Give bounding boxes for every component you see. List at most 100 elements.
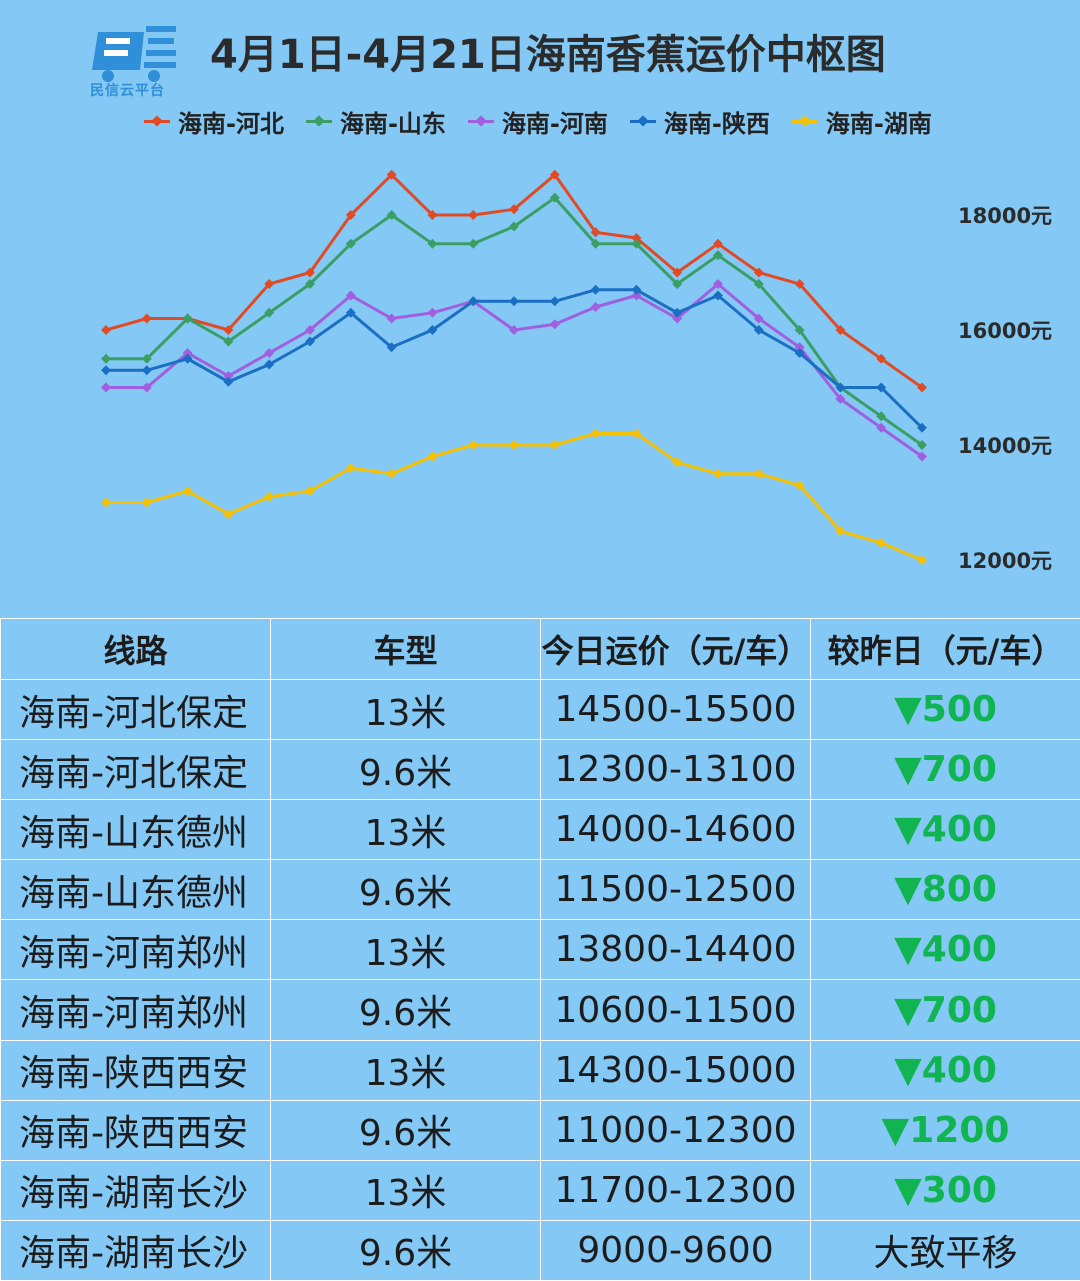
- data-point: [345, 463, 356, 473]
- data-point: [713, 468, 723, 479]
- data-point: [672, 267, 683, 278]
- y-tick-label: 16000元: [958, 319, 1052, 343]
- change-cell: ▼400: [810, 799, 1080, 861]
- data-point: [223, 336, 234, 347]
- price-cell: 14000-14600: [540, 799, 811, 861]
- data-point: [672, 307, 683, 318]
- route-cell: 海南-湖南长沙: [0, 1219, 271, 1281]
- data-point: [631, 284, 642, 295]
- price-cell: 14500-15500: [540, 678, 811, 741]
- y-tick-label: 12000元: [958, 549, 1052, 573]
- change-cell: ▼400: [810, 919, 1080, 981]
- data-point: [549, 169, 560, 180]
- data-point: [753, 468, 764, 479]
- data-point: [917, 451, 927, 462]
- data-point: [223, 325, 234, 335]
- data-point: [141, 353, 152, 364]
- table-header-row: 线路 车型 今日运价（元/车） 较昨日（元/车）: [0, 618, 1080, 680]
- data-point: [141, 382, 152, 393]
- data-point: [101, 353, 111, 364]
- route-cell: 海南-山东德州: [0, 859, 271, 921]
- data-point: [713, 290, 723, 301]
- route-cell: 海南-河南郑州: [0, 919, 271, 981]
- truck-cell: 13米: [270, 678, 541, 741]
- series-line: [106, 196, 923, 447]
- data-point: [794, 342, 805, 353]
- data-point: [876, 422, 887, 433]
- data-point: [509, 296, 519, 307]
- data-point: [509, 440, 519, 450]
- route-cell: 海南-河北保定: [0, 739, 271, 801]
- data-point: [223, 509, 234, 519]
- legend-swatch-icon: [467, 119, 494, 123]
- data-point: [427, 238, 438, 249]
- route-cell: 海南-河南郑州: [0, 979, 271, 1041]
- route-cell: 海南-河北保定: [0, 678, 271, 741]
- truck-cell: 13米: [270, 1159, 541, 1221]
- legend-swatch-icon: [144, 119, 170, 123]
- change-cell: ▼1200: [810, 1099, 1080, 1161]
- data-point: [590, 428, 601, 439]
- legend-label: 海南-湖南: [825, 109, 932, 138]
- data-point: [386, 210, 397, 220]
- data-point: [917, 382, 927, 393]
- data-point: [345, 238, 356, 249]
- data-point: [182, 353, 193, 364]
- data-point: [549, 192, 560, 203]
- data-point: [794, 325, 805, 335]
- data-point: [794, 480, 805, 491]
- price-cell: 11000-12300: [540, 1099, 811, 1161]
- data-point: [753, 313, 764, 324]
- truck-cell: 9.6米: [270, 1099, 541, 1161]
- data-point: [835, 325, 846, 335]
- change-cell: ▼700: [810, 979, 1080, 1041]
- data-point: [876, 537, 887, 548]
- data-point: [549, 319, 560, 330]
- route-cell: 海南-陕西西安: [0, 1099, 271, 1161]
- data-point: [672, 313, 683, 324]
- legend-item: 海南-陕西: [629, 104, 770, 139]
- data-point: [753, 279, 764, 289]
- table-row: 海南-山东德州 9.6米 11500-12500 ▼800: [0, 859, 1080, 921]
- data-point: [141, 497, 152, 508]
- chart-area: 民信云平台 4月1日-4月21日海南香蕉运价中枢图 海南-河北 海南-山东 海南-河…: [0, 0, 1080, 618]
- data-point: [468, 210, 479, 220]
- data-point: [468, 440, 479, 450]
- header-route: 线路: [0, 618, 271, 680]
- table-row: 海南-河北保定 13米 14500-15500 ▼500: [0, 678, 1080, 741]
- data-point: [590, 284, 601, 295]
- data-point: [876, 411, 887, 422]
- truck-cell: 13米: [270, 799, 541, 861]
- change-cell: ▼500: [810, 678, 1080, 741]
- data-point: [876, 382, 887, 393]
- truck-cell: 9.6米: [270, 739, 541, 801]
- data-point: [753, 267, 764, 278]
- data-point: [631, 233, 642, 243]
- series-line: [106, 288, 924, 429]
- series-line: [106, 282, 923, 458]
- data-point: [713, 279, 723, 289]
- truck-cell: 9.6米: [270, 1219, 541, 1281]
- data-point: [223, 376, 234, 387]
- table-row: 海南-陕西西安 9.6米 11000-12300 ▼1200: [0, 1099, 1080, 1161]
- data-point: [917, 555, 927, 565]
- legend-item: 海南-湖南: [791, 104, 932, 139]
- line-chart: 12000元 14000元 16000元 18000元: [101, 169, 1052, 573]
- header-price: 今日运价（元/车）: [540, 618, 811, 680]
- data-point: [101, 497, 111, 508]
- data-point: [264, 491, 275, 502]
- legend-label: 海南-河南: [501, 109, 608, 138]
- change-cell: ▼300: [810, 1159, 1080, 1221]
- change-cell: 大致平移: [810, 1219, 1080, 1281]
- data-point: [182, 313, 193, 324]
- data-point: [182, 348, 193, 358]
- data-point: [590, 302, 601, 312]
- price-cell: 14300-15000: [540, 1039, 811, 1101]
- data-point: [305, 486, 315, 496]
- price-cell: 13800-14400: [540, 919, 811, 981]
- data-point: [386, 468, 397, 479]
- table-row: 海南-湖南长沙 13米 11700-12300 ▼300: [0, 1159, 1080, 1221]
- truck-cell: 13米: [270, 919, 541, 981]
- data-point: [631, 428, 642, 439]
- data-point: [101, 325, 111, 335]
